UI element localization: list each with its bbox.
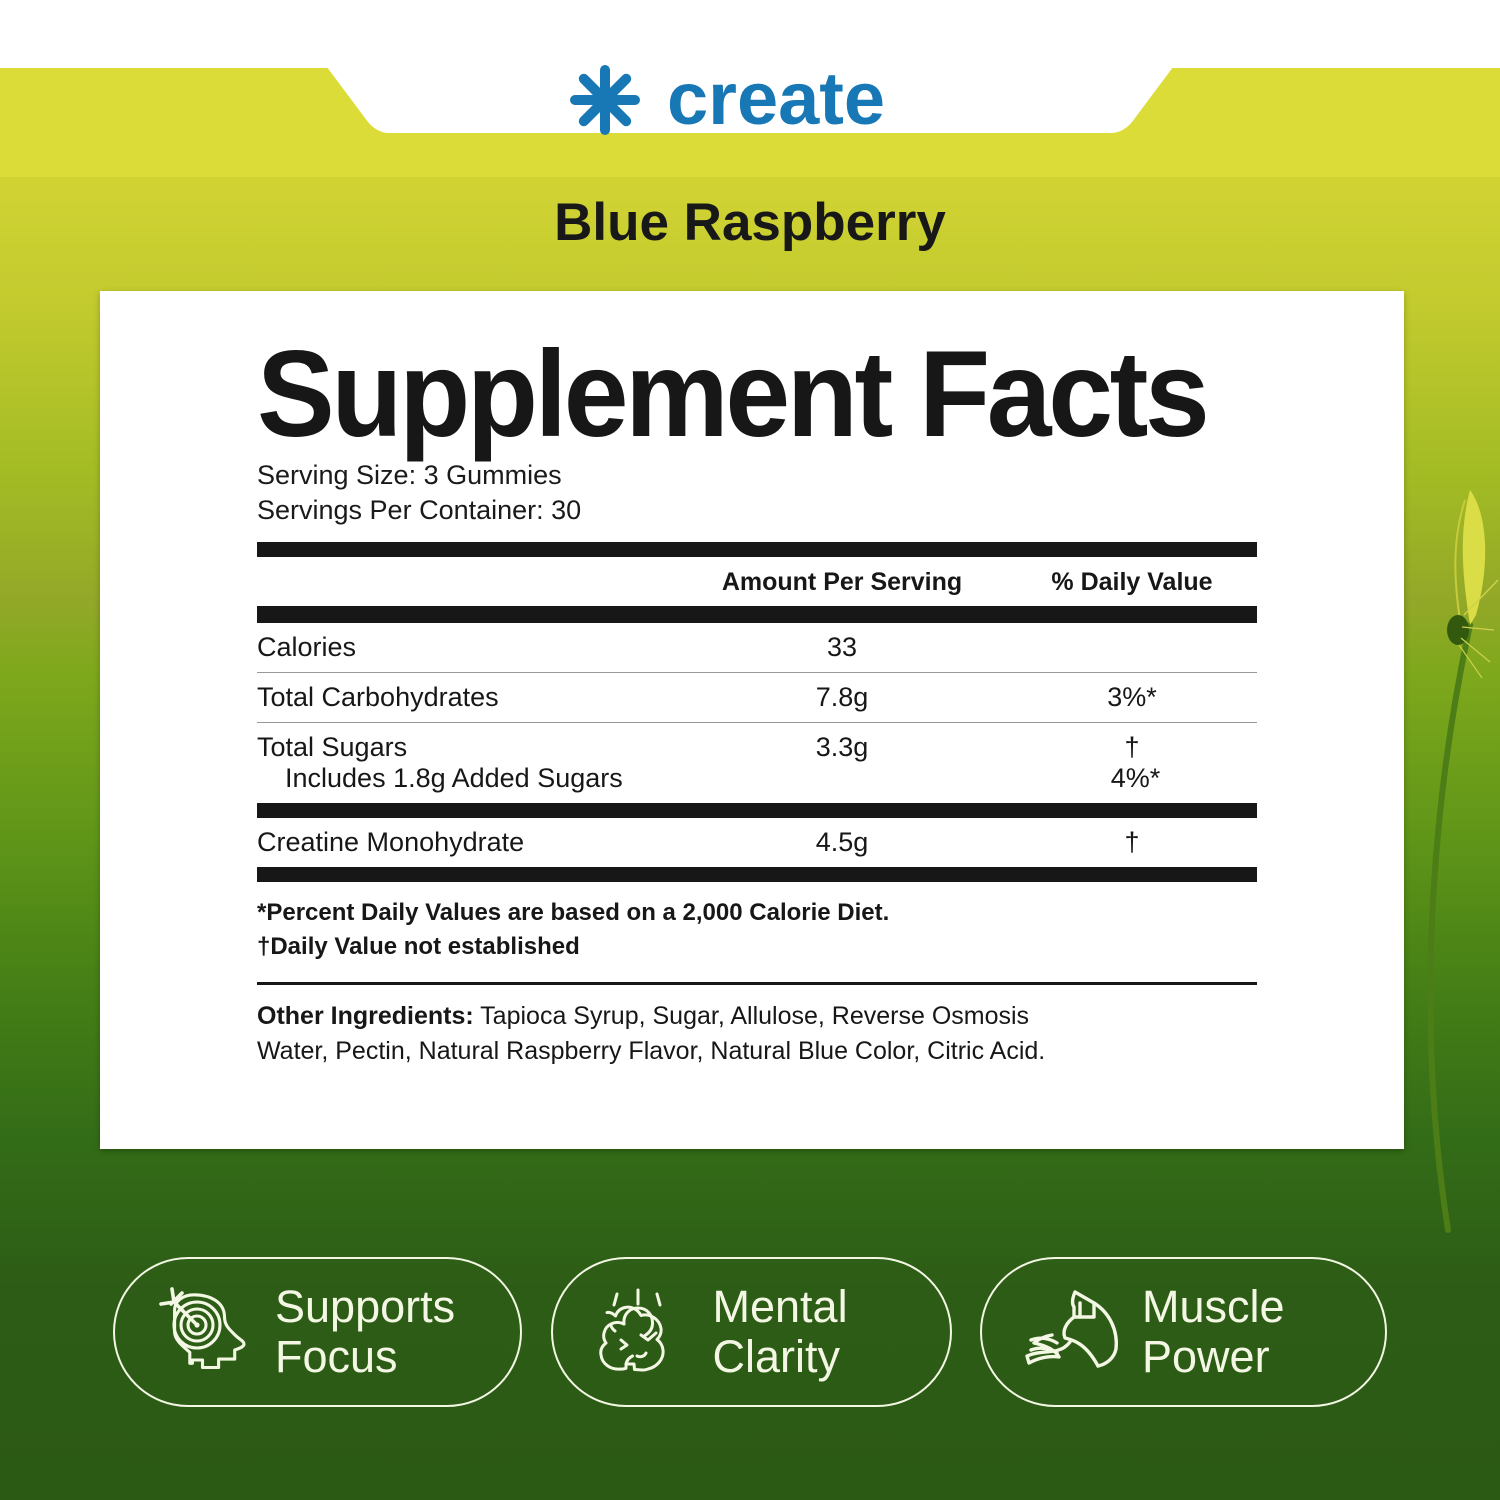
svg-text:create: create — [667, 57, 885, 140]
